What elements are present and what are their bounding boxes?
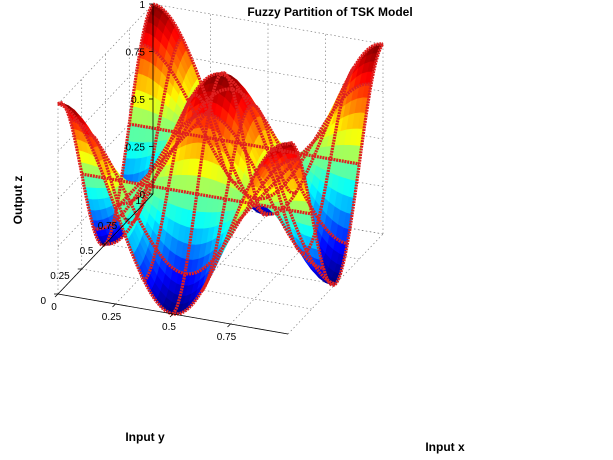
x-tick-label: 0.5 [162,322,176,333]
mesh-line-y [152,2,384,216]
z-tick-label: 1 [139,0,145,11]
mesh-line-x [287,43,385,287]
x-tick-label: 0.25 [102,312,122,323]
y-tick-label: 0.25 [50,271,70,282]
z-tick-label: 0 [139,190,145,201]
mesh-line-x [142,93,241,283]
grid-line [230,223,326,325]
y-tick-label: 0.75 [98,221,118,232]
grid-line [57,3,154,105]
x-axis-label: Input x [425,440,465,454]
grid-line [152,51,384,92]
x-tick-mark [227,323,231,328]
mesh-line-x [171,71,269,315]
y-tick-label: 1 [135,196,141,207]
y-tick-label: 0 [40,296,46,307]
mesh-line-x [85,35,184,225]
z-tick-label: 0.5 [131,95,145,106]
y-axis-label: Input y [125,430,165,444]
mesh-line-y [129,122,360,166]
x-tick-mark [54,293,59,298]
grid-line [129,218,360,260]
x-tick-mark [169,313,174,318]
grid-line [57,51,154,152]
grid-line [105,243,336,285]
chart-title: Fuzzy Partition of TSK Model [247,5,412,19]
mesh-line-y [117,87,348,246]
mesh-line-x [258,65,356,255]
z-tick-label: 0.25 [126,143,146,154]
mesh-line-x [229,127,327,231]
y-tick-label: 0.5 [80,246,94,257]
grid-line [152,3,384,45]
x-tick-label: 0.75 [217,332,237,343]
grid-line [57,98,154,200]
x-tick-mark [112,303,116,308]
mesh-line-y [140,42,372,201]
x-tick-label: 0 [51,302,57,313]
grid-line [152,98,384,140]
z-axis-label: Output z [11,176,25,225]
z-tick-label: 0.75 [126,48,146,59]
